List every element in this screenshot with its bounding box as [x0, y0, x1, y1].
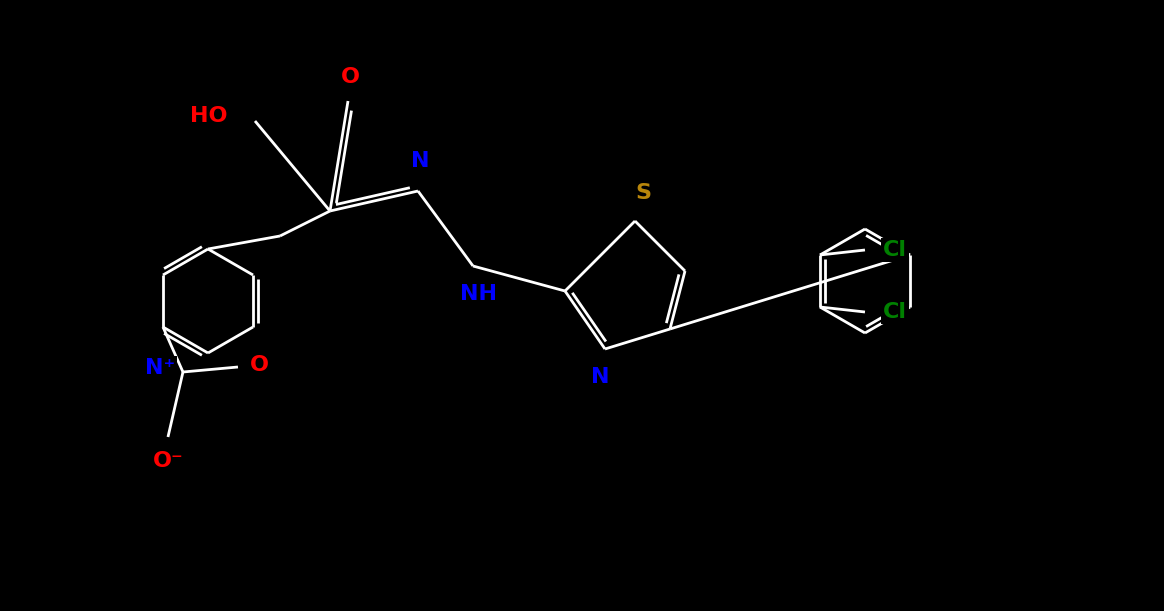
Text: Cl: Cl: [883, 302, 907, 322]
Text: O: O: [250, 355, 269, 375]
Text: O: O: [341, 67, 360, 87]
Text: N⁺: N⁺: [144, 358, 175, 378]
Text: Cl: Cl: [883, 240, 907, 260]
Text: S: S: [636, 183, 651, 203]
Text: HO: HO: [190, 106, 227, 126]
Text: O⁻: O⁻: [152, 451, 184, 471]
Text: NH: NH: [460, 284, 497, 304]
Text: N: N: [591, 367, 609, 387]
Text: N: N: [411, 151, 430, 171]
